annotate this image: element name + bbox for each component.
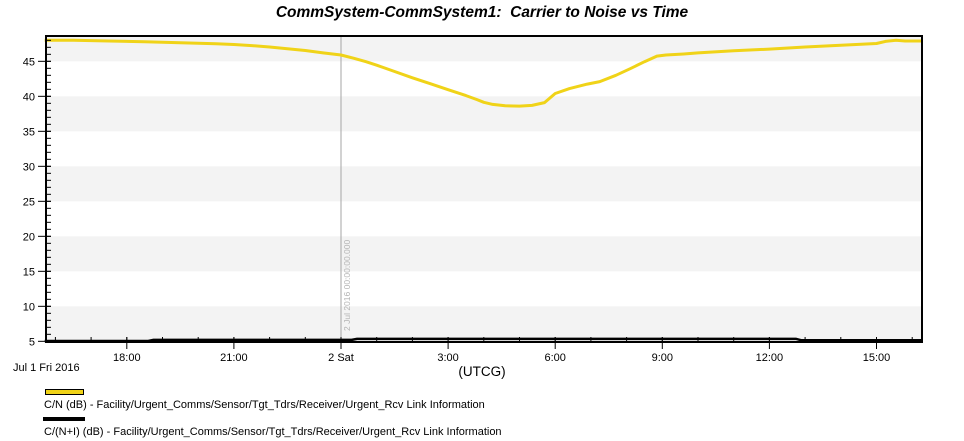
series-cni xyxy=(44,337,923,343)
x-axis-start-date-label: Jul 1 Fri 2016 xyxy=(13,362,80,374)
x-tick-label: 3:00 xyxy=(437,352,458,364)
x-axis-title: (UTCG) xyxy=(458,364,506,379)
chart-title: CommSystem-CommSystem1: Carrier to Noise… xyxy=(275,4,689,21)
y-tick-label: 40 xyxy=(23,91,35,103)
legend-swatch-cni xyxy=(43,417,85,421)
event-time-label: 2 Jul 2016 00:00:00.000 xyxy=(342,240,352,331)
x-tick-label: 2 Sat xyxy=(328,352,354,364)
grid-band xyxy=(45,236,923,272)
x-tick-label: 18:00 xyxy=(113,352,141,364)
legend-label-cni: C/(N+I) (dB) - Facility/Urgent_Comms/Sen… xyxy=(44,426,502,438)
y-tick-label: 30 xyxy=(23,161,35,173)
y-tick-label: 35 xyxy=(23,126,35,138)
y-tick-label: 45 xyxy=(23,56,35,68)
grid-band xyxy=(45,306,923,342)
legend-label-cn: C/N (dB) - Facility/Urgent_Comms/Sensor/… xyxy=(44,399,485,411)
grid-band xyxy=(45,166,923,202)
x-tick-label: 12:00 xyxy=(756,352,784,364)
x-tick-label: 21:00 xyxy=(220,352,248,364)
y-tick-label: 15 xyxy=(23,266,35,278)
y-tick-label: 5 xyxy=(29,336,35,348)
y-tick-label: 10 xyxy=(23,301,35,313)
x-tick-label: 6:00 xyxy=(544,352,565,364)
y-tick-label: 20 xyxy=(23,231,35,243)
x-tick-label: 9:00 xyxy=(652,352,673,364)
series-cn xyxy=(44,38,923,108)
legend-swatch-cn xyxy=(45,389,84,395)
y-tick-label: 25 xyxy=(23,196,35,208)
x-tick-label: 15:00 xyxy=(863,352,891,364)
